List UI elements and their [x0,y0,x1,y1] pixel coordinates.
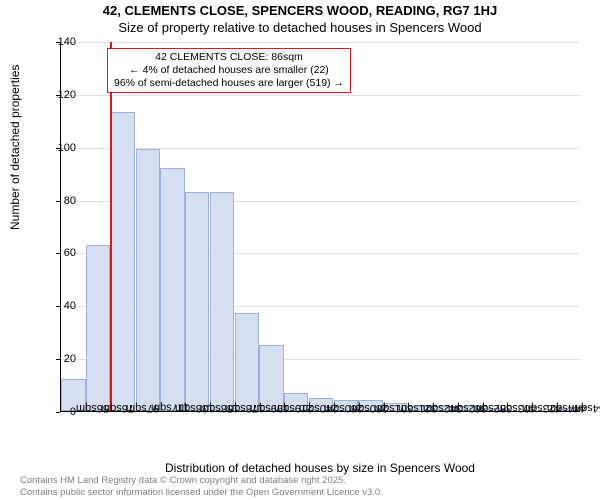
x-axis-label: Distribution of detached houses by size … [60,461,580,475]
footer-line2: Contains public sector information licen… [20,487,383,498]
y-tick-label: 80 [64,195,76,207]
footer-attribution: Contains HM Land Registry data © Crown c… [20,475,383,498]
y-tick-label: 100 [58,142,76,154]
y-tick-mark [56,253,60,254]
y-tick-label: 140 [58,36,76,48]
footer-line1: Contains HM Land Registry data © Crown c… [20,475,383,486]
gridline [61,42,580,43]
histogram-bar [136,149,160,411]
annotation-line1: 42 CLEMENTS CLOSE: 86sqm [114,51,344,64]
y-tick-label: 60 [64,247,76,259]
histogram-bar [111,112,135,411]
y-tick-mark [56,148,60,149]
plot-area: 42 CLEMENTS CLOSE: 86sqm ← 4% of detache… [60,42,580,412]
annotation-box: 42 CLEMENTS CLOSE: 86sqm ← 4% of detache… [107,48,351,93]
y-tick-mark [56,306,60,307]
annotation-line3: 96% of semi-detached houses are larger (… [114,77,344,90]
y-tick-mark [56,359,60,360]
histogram-bar [86,245,110,412]
chart-title-sub: Size of property relative to detached ho… [0,20,600,35]
marker-line [110,42,112,411]
chart-container: 42, CLEMENTS CLOSE, SPENCERS WOOD, READI… [0,0,600,500]
histogram-bar [235,313,259,411]
annotation-line2: ← 4% of detached houses are smaller (22) [114,64,344,77]
y-tick-mark [56,42,60,43]
y-tick-label: 40 [64,300,76,312]
y-tick-mark [56,95,60,96]
chart-title-main: 42, CLEMENTS CLOSE, SPENCERS WOOD, READI… [0,3,600,18]
y-tick-label: 20 [64,353,76,365]
histogram-bar [210,192,234,411]
histogram-bar [160,168,184,411]
y-tick-mark [56,201,60,202]
y-tick-mark [56,412,60,413]
histogram-bar [185,192,209,411]
gridline [61,95,580,96]
y-axis-label: Number of detached properties [8,65,22,230]
y-tick-label: 120 [58,89,76,101]
